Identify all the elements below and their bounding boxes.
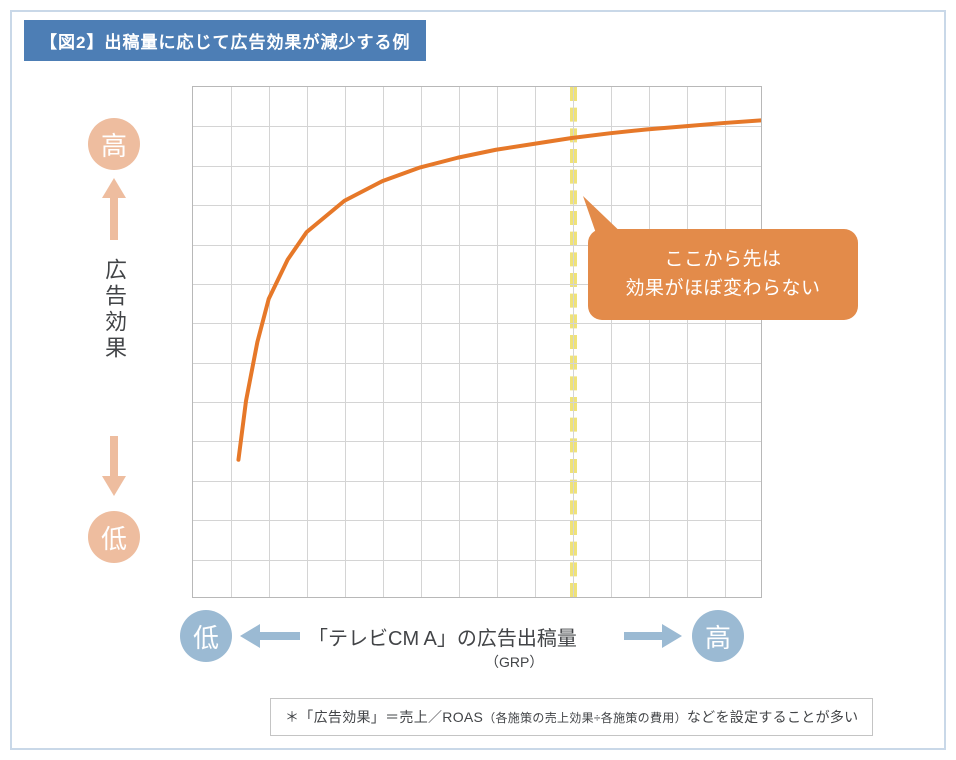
grid-line-vertical [573, 87, 574, 597]
grid-line-vertical [535, 87, 536, 597]
arrow-up [110, 178, 118, 238]
footnote: ＊「広告効果」＝売上／ROAS（各施策の売上効果÷各施策の費用）などを設定するこ… [270, 698, 873, 736]
grid-line-vertical [649, 87, 650, 597]
grid-line-horizontal [193, 402, 761, 403]
arrow-down [110, 436, 118, 496]
grid-line-horizontal [193, 126, 761, 127]
grid-line-vertical [497, 87, 498, 597]
grid-line-horizontal [193, 205, 761, 206]
callout-tail [578, 191, 638, 251]
grid-line-vertical [611, 87, 612, 597]
grid-line-vertical [459, 87, 460, 597]
x-low-text: 低 [193, 618, 219, 655]
footnote-small: （各施策の売上効果÷各施策の費用） [483, 711, 687, 725]
arrow-right [624, 610, 682, 662]
grid-line-vertical [725, 87, 726, 597]
footnote-suffix: などを設定することが多い [687, 709, 859, 725]
y-axis-label: 広告効果 [98, 258, 130, 362]
y-low-badge: 低 [88, 511, 140, 563]
grid-line-horizontal [193, 560, 761, 561]
grid-line-horizontal [193, 363, 761, 364]
x-axis: 低 「テレビCM A」の広告出稿量 （GRP） 高 [180, 610, 800, 662]
grid-line-horizontal [193, 441, 761, 442]
grid-line-vertical [345, 87, 346, 597]
grid-line-horizontal [193, 481, 761, 482]
y-high-badge: 高 [88, 118, 140, 170]
y-high-text: 高 [101, 126, 127, 163]
grid-line-vertical [687, 87, 688, 597]
y-axis: 高 広告効果 低 [88, 118, 140, 563]
callout-line1: ここから先は [664, 249, 781, 270]
x-low-badge: 低 [180, 610, 232, 662]
grid-line-vertical [231, 87, 232, 597]
figure-title: 【図2】出稿量に応じて広告効果が減少する例 [24, 20, 426, 61]
callout-bubble: ここから先は 効果がほぼ変わらない [588, 229, 858, 320]
grid-line-vertical [269, 87, 270, 597]
chart-area: ここから先は 効果がほぼ変わらない [192, 86, 762, 598]
x-high-text: 高 [705, 618, 731, 655]
callout-line2: 効果がほぼ変わらない [625, 278, 820, 299]
grid-line-vertical [421, 87, 422, 597]
grid-line-horizontal [193, 520, 761, 521]
x-axis-sublabel: （GRP） [485, 652, 543, 672]
x-axis-label: 「テレビCM A」の広告出稿量 [308, 622, 577, 651]
grid-line-horizontal [193, 323, 761, 324]
footnote-prefix: ＊「広告効果」＝売上／ROAS [285, 709, 483, 725]
x-high-badge: 高 [692, 610, 744, 662]
grid-line-horizontal [193, 166, 761, 167]
grid-line-vertical [307, 87, 308, 597]
y-low-text: 低 [101, 519, 127, 556]
arrow-left [240, 610, 298, 662]
grid-line-vertical [383, 87, 384, 597]
